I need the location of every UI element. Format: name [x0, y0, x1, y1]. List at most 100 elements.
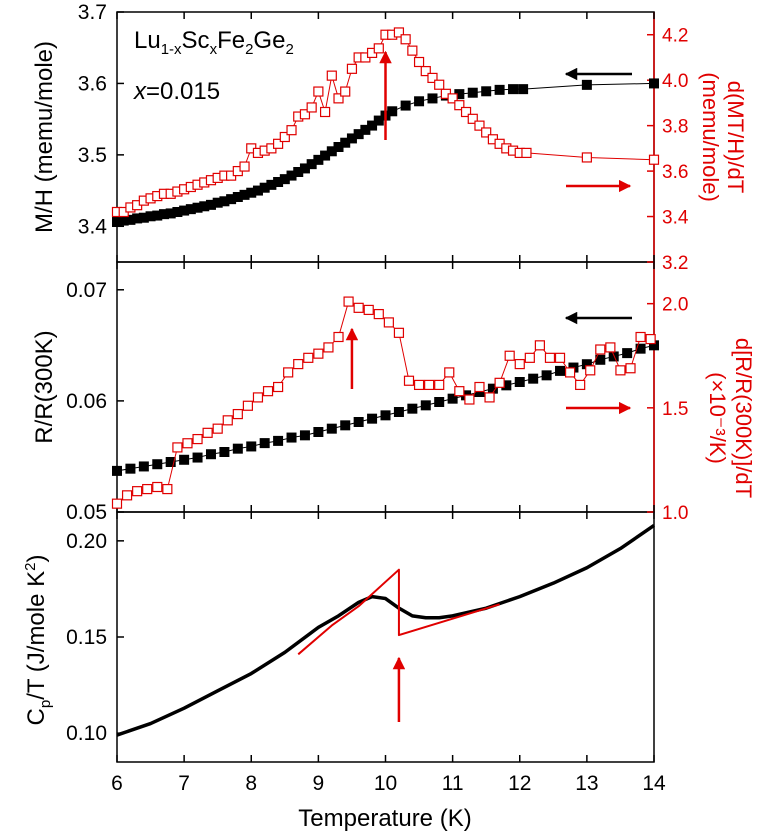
y-tick-label-right: 3.8 — [662, 117, 688, 138]
data-point — [346, 133, 357, 144]
data-point — [521, 147, 532, 159]
data-point — [125, 463, 136, 474]
panel-2-frame — [116, 261, 655, 513]
data-point — [340, 137, 351, 148]
annotation-arrows — [345, 50, 632, 722]
data-point — [286, 125, 297, 136]
data-point — [444, 367, 455, 378]
x-axis-title: Temperature (K) — [298, 805, 471, 832]
data-point — [152, 210, 163, 221]
data-point — [262, 386, 274, 397]
axis-ticks: 3.4 3.5 3.6 3.7 3.2 3.4 3.6 3.8 4.0 4.2 0.05 0.06 0.… — [66, 1, 689, 795]
data-point — [393, 27, 405, 38]
data-point — [340, 86, 351, 97]
data-point — [528, 373, 539, 384]
data-point — [232, 192, 243, 202]
data-point — [474, 120, 485, 131]
data-point — [333, 331, 344, 343]
data-point — [219, 196, 230, 207]
data-point — [508, 84, 519, 95]
x-tick-label: 14 — [642, 772, 666, 795]
data-point — [252, 185, 263, 196]
y-tick-label: 0.20 — [66, 530, 107, 553]
data-point — [541, 370, 552, 381]
data-point — [595, 354, 606, 365]
data-point — [524, 352, 535, 363]
compound-label: Lu1-xScxFe2Ge2 — [134, 27, 294, 58]
entropy-construction-line — [297, 568, 500, 656]
data-point — [393, 407, 404, 417]
panel-1-ylabel-right-line1: d(MT/H)/dT — [723, 81, 748, 193]
data-point — [232, 408, 243, 420]
data-point — [286, 170, 297, 181]
data-point — [413, 56, 425, 68]
data-point — [554, 352, 566, 363]
data-point — [353, 129, 364, 140]
data-point — [487, 383, 498, 394]
y-tick-label-right: 1.5 — [662, 399, 688, 420]
data-point — [481, 127, 492, 138]
y-tick-label: 0.06 — [66, 390, 107, 413]
data-point — [179, 454, 190, 465]
data-point — [205, 449, 216, 460]
data-point — [299, 430, 310, 441]
data-point — [514, 377, 525, 387]
data-point — [595, 344, 606, 355]
data-point — [279, 174, 290, 185]
x-value-label: x=0.015 — [133, 78, 220, 105]
data-point — [239, 189, 250, 200]
data-point — [387, 106, 398, 117]
data-point — [581, 79, 592, 90]
y-tick-label-right: 4.0 — [662, 71, 688, 92]
data-point — [326, 423, 337, 434]
data-point — [420, 65, 431, 77]
data-point — [326, 146, 337, 157]
data-point — [484, 392, 495, 403]
data-point — [622, 348, 633, 359]
data-point — [273, 381, 284, 393]
series-line — [116, 300, 651, 505]
y-tick-label-right: 4.2 — [662, 26, 688, 47]
panel-1-ylabel-right-line2: (memu/mole) — [698, 72, 723, 202]
data-point — [283, 367, 294, 378]
data-point — [514, 358, 525, 370]
data-point — [367, 413, 378, 424]
data-point — [326, 70, 337, 81]
y-tick-label-right: 2.0 — [662, 295, 688, 316]
data-point — [246, 187, 257, 198]
data-point — [353, 417, 364, 427]
data-point — [212, 423, 223, 434]
data-point — [279, 131, 290, 143]
x-tick-label: 10 — [374, 772, 397, 795]
data-point — [353, 302, 364, 313]
data-point — [434, 79, 445, 90]
data-point — [447, 393, 458, 404]
data-point — [581, 359, 592, 370]
data-point — [145, 211, 156, 222]
data-point — [454, 89, 465, 100]
data-point — [363, 304, 374, 316]
data-point — [313, 348, 324, 359]
data-point — [273, 138, 284, 149]
data-point — [427, 93, 438, 104]
data-point — [343, 296, 354, 307]
data-point — [464, 394, 475, 405]
x-tick-label: 9 — [313, 772, 325, 795]
data-point — [635, 343, 646, 354]
data-point — [518, 84, 529, 95]
data-point — [333, 142, 344, 152]
data-point — [313, 427, 324, 437]
data-point — [165, 457, 176, 467]
data-point — [413, 379, 425, 391]
data-point — [625, 363, 636, 374]
y-tick-label-right: 3.4 — [662, 208, 689, 229]
data-point — [293, 167, 304, 177]
data-point — [400, 100, 411, 111]
y-tick-label: 0.10 — [66, 722, 107, 745]
data-point — [534, 340, 545, 351]
data-point — [407, 403, 418, 414]
data-point — [199, 201, 210, 212]
data-point — [219, 447, 230, 457]
data-point — [192, 433, 203, 445]
y-tick-label: 3.4 — [78, 215, 108, 238]
